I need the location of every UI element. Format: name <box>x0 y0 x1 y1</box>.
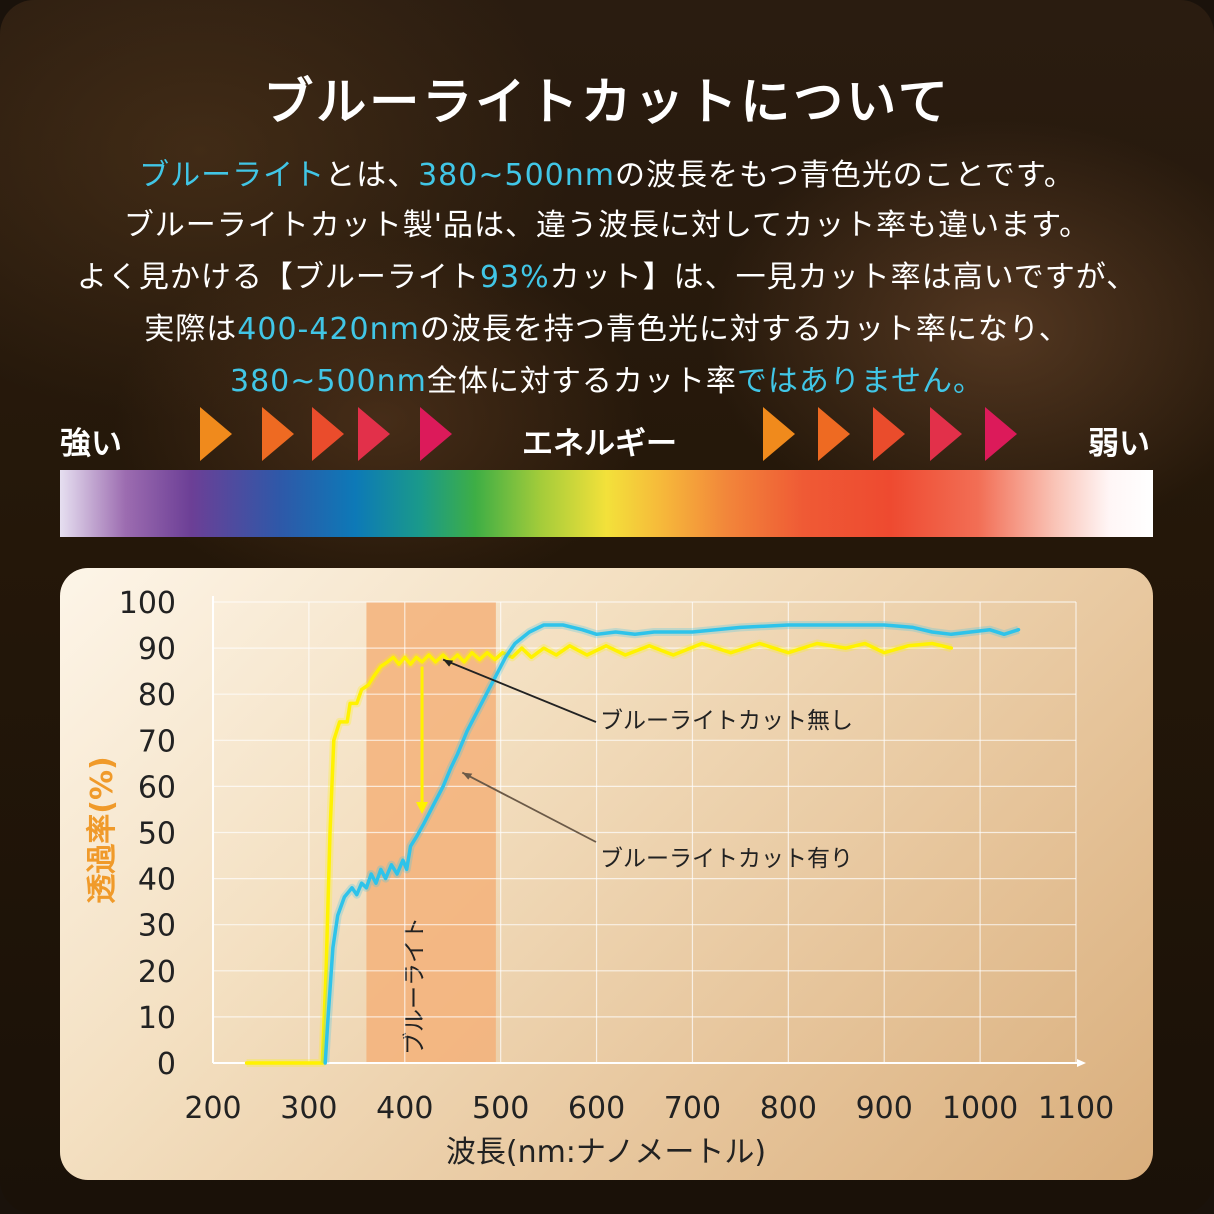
y-tick-label: 100 <box>119 586 176 621</box>
x-axis-label: 波長(nm:ナノメートル) <box>446 1135 766 1170</box>
highlight-text: 400-420nm <box>237 312 420 347</box>
annotation-arrow-icon <box>462 772 473 780</box>
series-line-with-cut <box>323 623 1021 1065</box>
description-line: ブルーライトカット製'品は、違う波長に対してカット率も違います。 <box>0 200 1214 244</box>
energy-arrow-icon <box>420 407 452 461</box>
y-axis-label: 透過率(%) <box>85 756 120 903</box>
y-tick-label: 50 <box>138 817 176 852</box>
spectrum-bar <box>60 470 1153 537</box>
y-tick-label: 10 <box>138 1001 176 1036</box>
energy-weak-label: 弱い <box>1088 426 1150 462</box>
y-tick-label: 70 <box>138 724 176 759</box>
annotation-leader <box>442 658 597 723</box>
body-text: の波長を持つ青色光に対するカット率になり、 <box>419 312 1070 347</box>
y-tick-label: 60 <box>138 770 176 805</box>
description-line: 実際は400-420nmの波長を持つ青色光に対するカット率になり、 <box>0 304 1214 348</box>
energy-arrow-icon <box>930 407 962 461</box>
highlight-text: ブルーライト <box>139 158 326 193</box>
chart-panel <box>60 568 1153 1180</box>
annotation-label: ブルーライトカット有り <box>600 846 853 872</box>
y-tick-label: 0 <box>157 1047 176 1082</box>
x-tick-label: 1100 <box>1038 1091 1114 1126</box>
energy-arrow-icon <box>262 407 294 461</box>
x-tick-label: 800 <box>760 1091 817 1126</box>
energy-arrow-icon <box>985 407 1017 461</box>
body-text: の波長をもつ青色光のことです。 <box>615 158 1075 193</box>
y-tick-label: 20 <box>138 955 176 990</box>
x-tick-label: 400 <box>376 1091 433 1126</box>
body-text: よく見かける【ブルーライト <box>76 260 480 295</box>
description-line: 380~500nm全体に対するカット率ではありません。 <box>0 356 1214 400</box>
band-label: ブルーライト <box>402 917 428 1055</box>
highlight-text: ではありません。 <box>736 364 984 399</box>
y-tick-label: 30 <box>138 909 176 944</box>
arrow-head-icon <box>416 802 429 815</box>
highlight-text: 380~500nm <box>229 364 427 399</box>
highlight-text: 93% <box>479 260 550 295</box>
x-tick-label: 600 <box>568 1091 625 1126</box>
x-tick-label: 300 <box>280 1091 337 1126</box>
highlight-text: 380~500nm <box>418 158 615 193</box>
y-tick-label: 90 <box>138 632 176 667</box>
x-tick-label: 500 <box>472 1091 529 1126</box>
energy-arrow-icon <box>818 407 850 461</box>
body-text: とは、 <box>325 158 419 193</box>
energy-strong-label: 強い <box>60 426 122 462</box>
series-line-no-cut <box>244 641 954 1065</box>
energy-arrow-icon <box>358 407 390 461</box>
description-line: ブルーライトとは、380~500nmの波長をもつ青色光のことです。 <box>0 150 1214 194</box>
energy-arrow-icon <box>763 407 795 461</box>
y-tick-label: 40 <box>138 863 176 898</box>
x-tick-label: 900 <box>856 1091 913 1126</box>
x-axis-arrow-icon <box>1077 1059 1086 1067</box>
energy-arrow-icon <box>312 407 344 461</box>
annotation-leader <box>461 771 597 843</box>
energy-arrow-icon <box>873 407 905 461</box>
body-text: カット】は、一見カット率は高いですが、 <box>549 260 1138 295</box>
page-title: ブルーライトカットについて <box>263 73 951 131</box>
body-text: ブルーライトカット製'品は、違う波長に対してカット率も違います。 <box>123 208 1091 243</box>
x-tick-label: 1000 <box>942 1091 1018 1126</box>
x-tick-label: 200 <box>184 1091 241 1126</box>
y-tick-label: 80 <box>138 678 176 713</box>
energy-arrow-icon <box>200 407 232 461</box>
energy-label: エネルギー <box>522 426 677 462</box>
annotation-arrow-icon <box>443 659 454 667</box>
annotation-label: ブルーライトカット無し <box>600 708 853 734</box>
body-text: 全体に対するカット率 <box>426 364 737 399</box>
description-line: よく見かける【ブルーライト93%カット】は、一見カット率は高いですが、 <box>0 252 1214 296</box>
x-tick-label: 700 <box>664 1091 721 1126</box>
body-text: 実際は <box>144 312 238 347</box>
